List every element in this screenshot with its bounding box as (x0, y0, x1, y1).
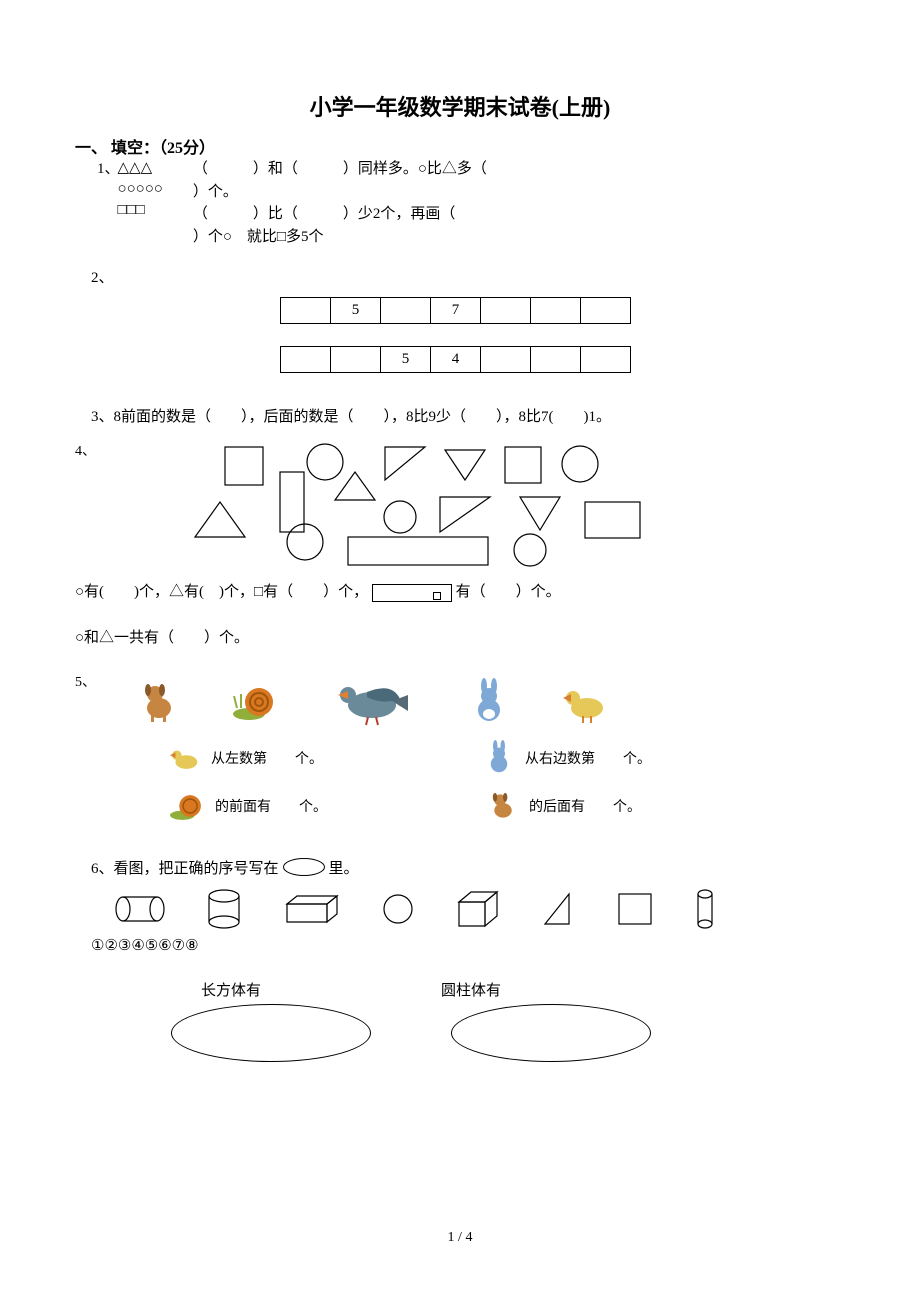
q2-t2-c1[interactable] (331, 347, 381, 373)
q2-t1-c2[interactable] (381, 298, 431, 324)
oval-icon (283, 858, 325, 876)
q2-t1-c3: 7 (431, 298, 481, 324)
q1-text-line2: ）个。 (193, 181, 487, 204)
oval-cylinder[interactable] (451, 1004, 651, 1062)
q5-sub3: 的前面有 个。 (215, 796, 327, 816)
q2-t2-c4[interactable] (481, 347, 531, 373)
q1-label: 1、 (97, 158, 120, 221)
q2-table-1: 5 7 (280, 297, 631, 324)
rabbit-icon (465, 680, 513, 724)
question-5: 5、 (75, 671, 845, 823)
q2-t2-c5[interactable] (531, 347, 581, 373)
question-3: 3、8前面的数是（ ），后面的数是（ ），8比9少（ ），8比7( )1。 (91, 405, 845, 426)
q5-sub2: 从右边数第 个。 (525, 748, 651, 768)
question-2: 2、 5 7 5 4 (75, 266, 845, 373)
q2-table-2: 5 4 (280, 346, 631, 373)
q1-circles: ○○○○○ (118, 179, 163, 200)
q6-text-b: 里。 (329, 857, 359, 878)
cylinder-standing-icon (205, 888, 243, 930)
q2-label: 2、 (91, 270, 114, 286)
q2-t1-c0[interactable] (281, 298, 331, 324)
q1-text-line1: （ ）和（ ）同样多。○比△多（ (193, 158, 487, 181)
q4-text1b: 有（ ）个。 (456, 584, 561, 600)
question-6: 6、看图，把正确的序号写在 里。 (91, 857, 845, 1084)
duck-icon (167, 743, 203, 773)
dog-icon (135, 680, 183, 724)
q1-text-line3: （ ）比（ ）少2个，再画（ (193, 203, 487, 226)
q4-text1a: ○有( )个，△有( )个，□有（ ）个， (75, 584, 368, 600)
question-4: 4、 ○有( )个，△有( )个，□有（ ）个， (75, 440, 845, 647)
q5-animals-row (135, 677, 845, 727)
q2-t2-c0[interactable] (281, 347, 331, 373)
duck-icon (561, 680, 609, 724)
q5-sub4: 的后面有 个。 (529, 796, 641, 816)
q6-circled-numbers: ①②③④⑤⑥⑦⑧ (91, 936, 845, 955)
cuboid-flat-icon (283, 894, 341, 924)
q5-row-2: 的前面有 个。 的后面有 个。 (167, 789, 845, 823)
triangle-icon (541, 890, 575, 928)
q1-triangles: △△△ (118, 158, 163, 179)
q4-text-1: ○有( )个，△有( )个，□有（ ）个， 有（ ）个。 (75, 580, 845, 602)
snail-icon (231, 680, 279, 724)
q6-solids-row (115, 888, 845, 930)
section-1-header: 一、 填空：（25分） (75, 134, 845, 158)
q6-text-a: 6、看图，把正确的序号写在 (91, 857, 279, 878)
dog-icon (485, 790, 521, 822)
question-1: 1、 △△△ ○○○○○ □□□ （ ）和（ ）同样多。○比△多（ ）个。 （ … (75, 158, 845, 248)
q4-label: 4、 (75, 444, 96, 459)
snail-icon (167, 789, 207, 823)
cylinder-thin-icon (695, 888, 715, 930)
page-title: 小学一年级数学期末试卷(上册) (75, 90, 845, 122)
cuboid-icon (455, 890, 501, 928)
q4-shapes-diagram (185, 442, 685, 572)
q1-text-line4: ）个○ 就比□多5个 (193, 226, 487, 249)
oval-cuboid[interactable] (171, 1004, 371, 1062)
q2-t1-c1: 5 (331, 298, 381, 324)
q2-t2-c2: 5 (381, 347, 431, 373)
q5-label: 5、 (75, 675, 96, 690)
q5-row-1: 从左数第 个。 从右边数第 个。 (167, 741, 845, 775)
q1-squares: □□□ (118, 200, 163, 221)
q5-sub1: 从左数第 个。 (211, 748, 323, 768)
circle-icon (381, 892, 415, 926)
q6-label-cylinder: 圆柱体有 (441, 979, 501, 1000)
cylinder-lying-icon (115, 892, 165, 926)
q2-t2-c3: 4 (431, 347, 481, 373)
q6-label-cuboid: 长方体有 (201, 979, 261, 1000)
page-number: 1 / 4 (448, 1230, 473, 1246)
q2-t1-c4[interactable] (481, 298, 531, 324)
pigeon-icon (327, 677, 417, 727)
q2-t1-c5[interactable] (531, 298, 581, 324)
q2-t2-c6[interactable] (581, 347, 631, 373)
q6-answer-ovals (171, 1004, 845, 1084)
q2-t1-c6[interactable] (581, 298, 631, 324)
square-icon (615, 890, 655, 928)
rabbit-icon (481, 741, 517, 775)
q4-text-2: ○和△一共有（ ）个。 (75, 626, 845, 647)
